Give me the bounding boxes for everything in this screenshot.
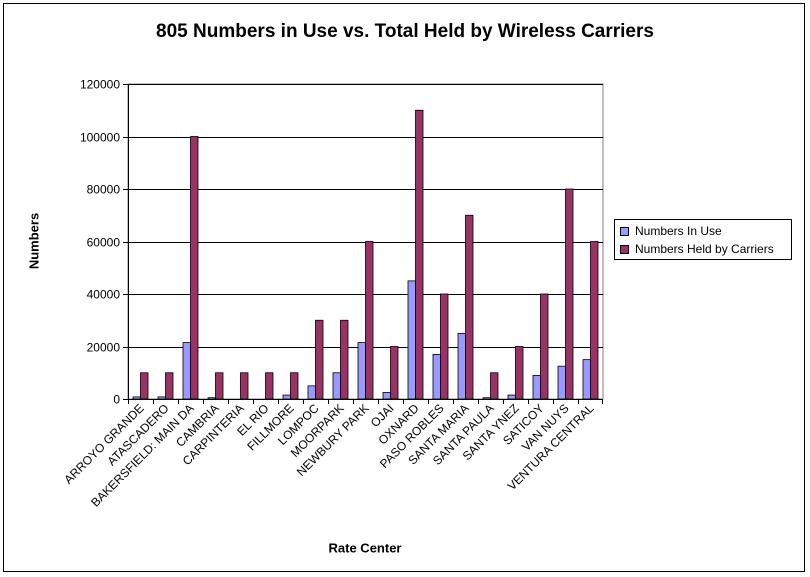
bar-in-use bbox=[307, 385, 316, 400]
bar-held bbox=[465, 214, 474, 400]
bar-in-use bbox=[182, 342, 191, 400]
bar-held bbox=[490, 372, 499, 400]
x-tick-label: BAKERSFIELD: MAIN DA bbox=[88, 401, 196, 509]
bar-in-use bbox=[382, 392, 391, 400]
bar-in-use bbox=[557, 365, 566, 400]
bar-held bbox=[415, 109, 424, 400]
bar-in-use bbox=[357, 342, 366, 400]
y-tick-label: 100000 bbox=[80, 131, 120, 145]
y-tick-label: 60000 bbox=[87, 236, 121, 250]
bar-in-use bbox=[157, 396, 166, 400]
bar-held bbox=[390, 346, 399, 400]
bar-held bbox=[265, 372, 274, 400]
bar-in-use bbox=[407, 280, 416, 400]
legend-item-in-use: Numbers In Use bbox=[620, 223, 722, 239]
bar-held bbox=[340, 319, 349, 400]
legend-label-in-use: Numbers In Use bbox=[635, 224, 722, 238]
bar-in-use bbox=[282, 394, 291, 400]
y-tick-label: 80000 bbox=[87, 183, 121, 197]
bar-in-use bbox=[532, 374, 541, 400]
bar-in-use bbox=[457, 332, 466, 400]
legend-swatch-in-use bbox=[620, 226, 629, 236]
y-tick-label: 20000 bbox=[87, 341, 121, 355]
bar-held bbox=[540, 293, 549, 400]
bar-in-use bbox=[482, 397, 491, 400]
bar-held bbox=[440, 293, 449, 400]
x-axis-label: Rate Center bbox=[328, 540, 402, 556]
bar-held bbox=[515, 346, 524, 400]
bar-in-use bbox=[582, 359, 591, 400]
bar-held bbox=[165, 372, 174, 400]
y-tick-label: 120000 bbox=[80, 78, 120, 92]
bar-in-use bbox=[132, 396, 141, 400]
y-tick-label: 40000 bbox=[87, 288, 121, 302]
bar-held bbox=[240, 372, 249, 400]
bar-in-use bbox=[207, 397, 216, 400]
bar-held bbox=[290, 372, 299, 400]
bar-held bbox=[590, 241, 599, 400]
bar-held bbox=[190, 136, 199, 400]
chart-title: 805 Numbers in Use vs. Total Held by Wir… bbox=[156, 21, 654, 42]
bar-held bbox=[565, 188, 574, 400]
bar-held bbox=[140, 372, 149, 400]
bar-in-use bbox=[507, 394, 516, 400]
bar-held bbox=[315, 319, 324, 400]
y-tick-label: 0 bbox=[113, 393, 120, 407]
bar-held bbox=[365, 241, 374, 400]
bar-in-use bbox=[432, 353, 441, 400]
legend-label-held: Numbers Held by Carriers bbox=[635, 242, 774, 256]
y-axis-label: Numbers bbox=[26, 212, 42, 270]
legend-swatch-held bbox=[620, 244, 629, 254]
legend: Numbers In Use Numbers Held by Carriers bbox=[614, 219, 792, 260]
bar-held bbox=[215, 372, 224, 400]
legend-item-held: Numbers Held by Carriers bbox=[620, 241, 774, 257]
bar-in-use bbox=[332, 372, 341, 400]
